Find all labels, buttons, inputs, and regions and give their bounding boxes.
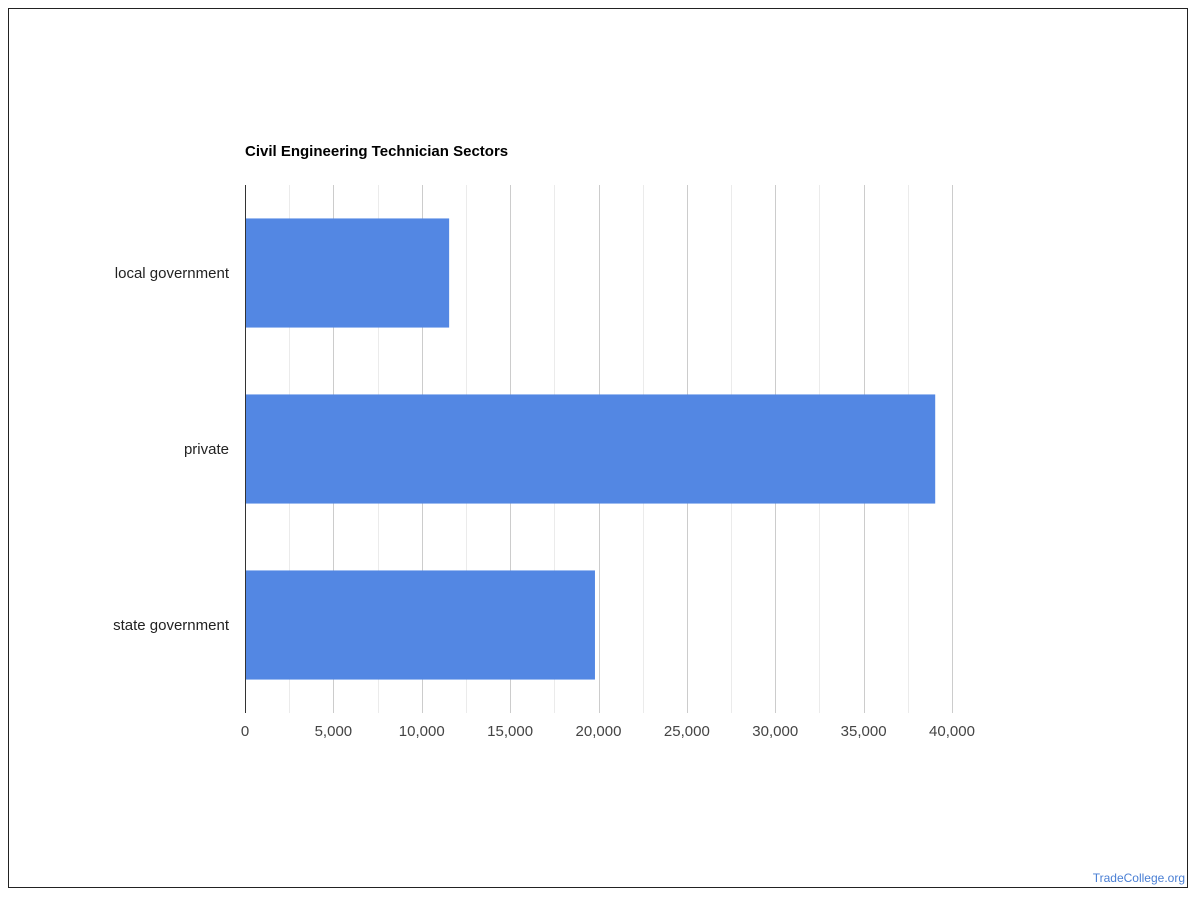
bar-local-government	[245, 218, 450, 328]
y-tick-label: local government	[115, 265, 230, 282]
x-tick-label: 40,000	[929, 723, 975, 740]
y-axis-tick-labels: local government private state government	[113, 265, 230, 634]
x-tick-label: 10,000	[399, 723, 445, 740]
x-tick-label: 0	[241, 723, 249, 740]
watermark-link[interactable]: TradeCollege.org	[1092, 871, 1185, 885]
bar-state-government	[245, 570, 595, 680]
x-tick-label: 30,000	[752, 723, 798, 740]
x-tick-label: 15,000	[487, 723, 533, 740]
x-tick-label: 35,000	[841, 723, 887, 740]
y-tick-label: state government	[113, 617, 230, 634]
chart-title: Civil Engineering Technician Sectors	[245, 143, 509, 160]
x-tick-label: 5,000	[315, 723, 353, 740]
x-tick-label: 20,000	[576, 723, 622, 740]
bar-private	[245, 394, 936, 504]
x-axis-tick-labels: 0 5,000 10,000 15,000 20,000 25,000 30,000 35,0…	[241, 723, 975, 740]
x-tick-label: 25,000	[664, 723, 710, 740]
y-tick-label: private	[184, 441, 229, 458]
bars	[245, 218, 936, 680]
